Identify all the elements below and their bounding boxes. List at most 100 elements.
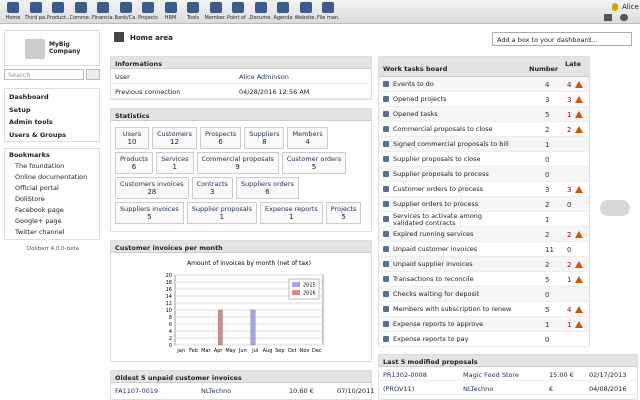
bookmark-link[interactable]: Google+ page	[15, 217, 62, 225]
stat-label: Suppliers invoices	[120, 205, 179, 213]
user-name[interactable]: Alice	[622, 3, 639, 11]
stat-box[interactable]: Products 6	[115, 152, 154, 174]
work-number[interactable]: 2	[545, 201, 550, 209]
menu-item[interactable]: Third pa...	[25, 1, 47, 23]
left-menu-item[interactable]: Dashboard	[9, 93, 49, 101]
stat-box[interactable]: Contracts 3	[191, 177, 233, 199]
work-row: Commercial proposals to close 2 2	[379, 122, 589, 137]
work-label[interactable]: Expired running services	[393, 230, 474, 238]
box-select[interactable]: Add a box to your dashboard...	[492, 32, 632, 46]
left-menu-item[interactable]: Admin tools	[9, 118, 53, 126]
menu-item[interactable]: HRM	[160, 1, 182, 23]
work-label[interactable]: Events to do	[393, 80, 434, 88]
work-label[interactable]: Members with subscription to renew	[393, 305, 512, 313]
menu-item[interactable]: Point of ...	[227, 1, 249, 23]
work-label[interactable]: Supplier orders to process	[393, 200, 479, 208]
work-number[interactable]: 2	[545, 231, 550, 239]
work-label[interactable]: Commercial proposals to close	[393, 125, 493, 133]
stat-box[interactable]: Customer orders 5	[281, 152, 347, 174]
menu-item[interactable]: Docume...	[250, 1, 272, 23]
work-label[interactable]: Unpaid customer invoices	[393, 245, 478, 253]
bookmark-link[interactable]: Online documentation	[15, 173, 88, 181]
work-number[interactable]: 3	[545, 186, 550, 194]
menu-item[interactable]: Bank/Ca...	[115, 1, 137, 23]
work-label[interactable]: Checks waiting for deposit	[393, 290, 480, 298]
menu-item[interactable]: Member...	[205, 1, 227, 23]
work-number[interactable]: 0	[545, 156, 550, 164]
menu-item[interactable]: Home	[2, 1, 24, 23]
bookmark-link[interactable]: The foundation	[15, 162, 65, 170]
stat-box[interactable]: Suppliers invoices 5	[115, 202, 184, 224]
work-label[interactable]: Transactions to reconcile	[393, 275, 474, 283]
work-number[interactable]: 0	[545, 171, 550, 179]
work-number[interactable]: 1	[545, 141, 550, 149]
bookmark-link[interactable]: Twitter channel	[15, 228, 65, 236]
menu-icon	[29, 2, 42, 13]
search-box[interactable]: Search	[4, 69, 84, 80]
work-number[interactable]: 5	[545, 276, 550, 284]
work-late: 2	[567, 126, 572, 134]
proposal-cell[interactable]: Magic Food Store	[463, 371, 519, 379]
menu-item[interactable]: Website...	[295, 1, 317, 23]
menu-item[interactable]: Projects	[137, 1, 159, 23]
left-menu-item[interactable]: Setup	[9, 105, 31, 114]
proposal-cell[interactable]: NLTechno	[463, 385, 494, 393]
menu-item[interactable]: File man...	[317, 1, 339, 23]
work-number[interactable]: 5	[545, 111, 550, 119]
unpaid-cell[interactable]: FA1107-0019	[115, 387, 159, 395]
work-number[interactable]: 1	[545, 216, 550, 224]
work-number[interactable]: 3	[545, 96, 550, 104]
work-label[interactable]: Opened projects	[393, 95, 447, 103]
stat-box[interactable]: Services 1	[156, 152, 194, 174]
stat-box[interactable]: Prospects 6	[199, 127, 242, 149]
menu-item[interactable]: Comme...	[70, 1, 92, 23]
work-label[interactable]: Supplier proposals to close	[393, 155, 481, 163]
stat-box[interactable]: Projects 5	[325, 202, 362, 224]
left-menu-item[interactable]: Users & Groups	[9, 130, 66, 139]
unpaid-cell[interactable]: NLTechno	[201, 387, 232, 395]
work-number[interactable]: 2	[545, 261, 550, 269]
work-label[interactable]: Expense reports to pay	[393, 335, 469, 343]
bookmark-link[interactable]: DoliStore	[15, 195, 45, 203]
stat-box[interactable]: Suppliers orders 6	[235, 177, 299, 199]
work-label[interactable]: Unpaid supplier invoices	[393, 260, 473, 268]
menu-label: HRM	[164, 15, 177, 21]
work-number[interactable]: 2	[545, 126, 550, 134]
stat-box[interactable]: Commercial proposals 9	[196, 152, 279, 174]
stat-box[interactable]: Customers invoices 28	[115, 177, 189, 199]
stat-value: 9	[235, 163, 240, 171]
work-label[interactable]: Services to activate among validated con…	[393, 212, 482, 227]
y-tick-label: 18	[166, 280, 172, 286]
work-number[interactable]: 5	[545, 306, 550, 314]
bookmark-link[interactable]: Official portal	[15, 184, 59, 192]
stat-box[interactable]: Customers 12	[152, 127, 197, 149]
work-label[interactable]: Expense reports to approve	[393, 320, 484, 328]
menu-item[interactable]: Product...	[47, 1, 69, 23]
work-label[interactable]: Supplier proposals to process	[393, 170, 489, 178]
search-button[interactable]	[86, 69, 100, 80]
work-number[interactable]: 4	[545, 81, 550, 89]
menu-item[interactable]: Financia...	[92, 1, 114, 23]
menu-item[interactable]: Tools	[182, 1, 204, 23]
legend-swatch	[292, 290, 300, 295]
proposal-cell[interactable]: (PROV11)	[383, 385, 415, 393]
work-number[interactable]: 1	[545, 321, 550, 329]
stat-box[interactable]: Expense reports 1	[259, 202, 323, 224]
stat-box[interactable]: Suppliers 8	[244, 127, 285, 149]
info-value[interactable]: Alice Adminson	[239, 73, 289, 81]
work-label[interactable]: Customer orders to process	[393, 185, 483, 193]
stat-box[interactable]: Users 10	[115, 127, 149, 149]
bookmark-link[interactable]: Facebook page	[15, 206, 64, 214]
stat-box[interactable]: Supplier proposals 1	[186, 202, 257, 224]
stat-box[interactable]: Members 4	[287, 127, 328, 149]
work-number[interactable]: 0	[545, 291, 550, 299]
proposal-cell[interactable]: PR1302-0008	[383, 371, 427, 379]
work-label[interactable]: Opened tasks	[393, 110, 438, 118]
work-number[interactable]: 0	[545, 336, 550, 344]
menu-item[interactable]: Agenda	[272, 1, 294, 23]
work-icon	[383, 156, 389, 162]
stat-label: Services	[161, 155, 189, 163]
proposal-cell: 15.00 €	[549, 371, 574, 379]
work-number[interactable]: 11	[545, 246, 554, 254]
work-label[interactable]: Signed commercial proposals to bill	[393, 140, 509, 148]
